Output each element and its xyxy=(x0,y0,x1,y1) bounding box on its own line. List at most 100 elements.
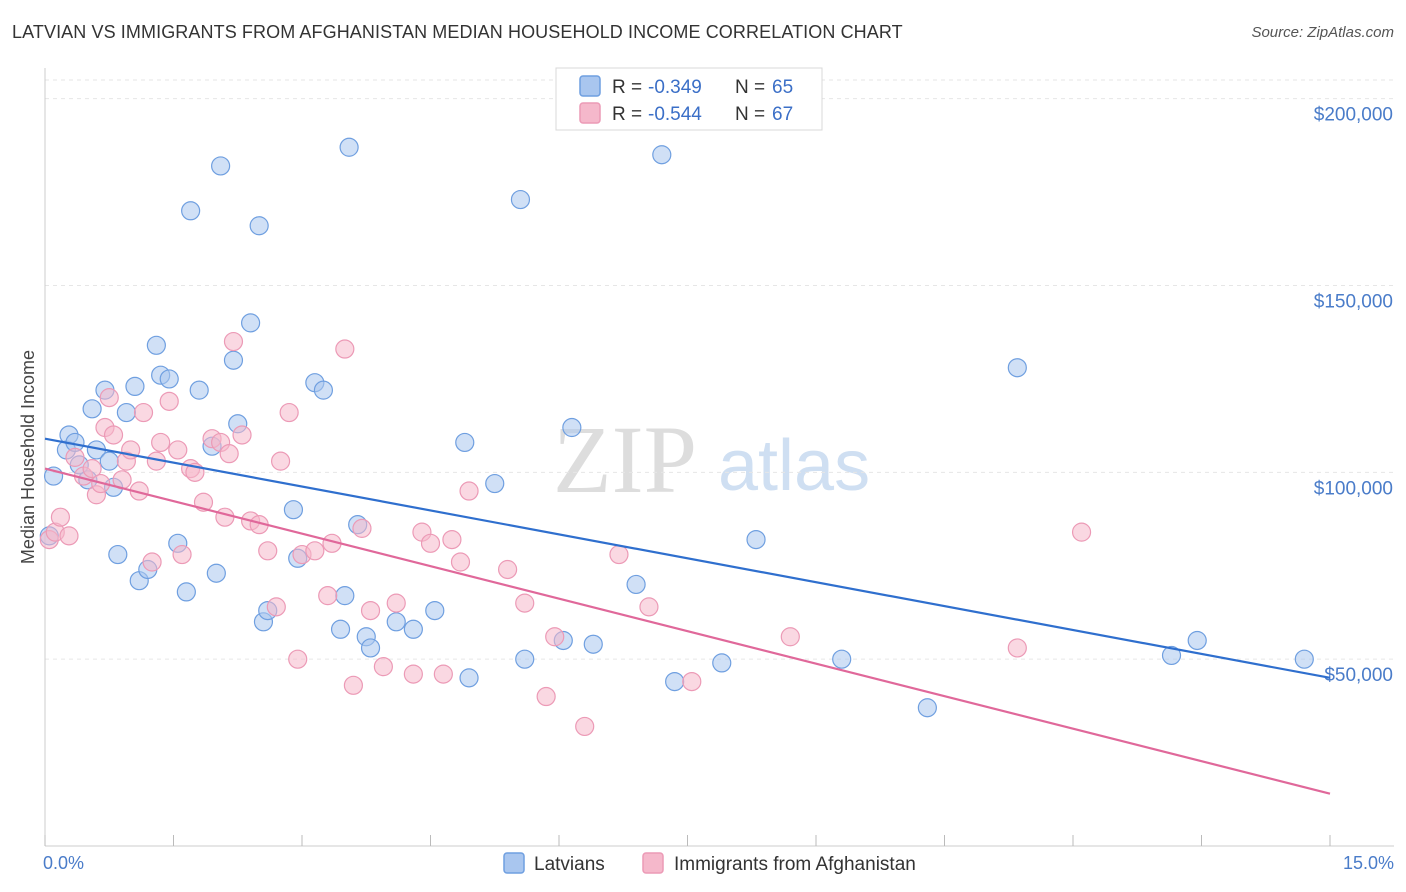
data-point xyxy=(116,402,136,423)
legend-n-value-latvians: 65 xyxy=(772,77,793,98)
data-point xyxy=(279,402,299,423)
data-point xyxy=(305,541,325,561)
watermark-atlas: atlas xyxy=(718,426,870,506)
data-point xyxy=(360,638,381,658)
y-tick-label: $50,000 xyxy=(1324,665,1393,686)
data-point xyxy=(459,668,479,688)
data-point xyxy=(223,331,244,352)
data-point xyxy=(746,529,766,550)
data-point xyxy=(433,664,453,684)
data-point xyxy=(1007,358,1027,378)
data-point xyxy=(99,388,119,408)
data-point xyxy=(780,627,800,647)
data-point xyxy=(420,533,441,553)
x-ticks xyxy=(44,835,1331,846)
y-tick-label: $200,000 xyxy=(1314,105,1393,126)
data-point xyxy=(108,544,128,565)
data-point xyxy=(330,619,351,639)
data-point xyxy=(1294,649,1314,669)
series-afghanistan-points xyxy=(39,331,1092,737)
trend-line xyxy=(44,467,1331,795)
data-point xyxy=(258,541,278,561)
data-point xyxy=(832,649,852,669)
data-point xyxy=(652,145,672,165)
x-tick-label-min: 0.0% xyxy=(43,853,84,873)
data-point xyxy=(82,459,102,479)
data-point xyxy=(403,619,423,639)
data-point xyxy=(283,500,304,520)
legend-n-value-afghanistan: 67 xyxy=(772,104,793,125)
y-tick-label: $100,000 xyxy=(1314,478,1393,499)
data-point xyxy=(545,627,565,647)
data-point xyxy=(682,671,702,692)
bottom-legend-label-afghanistan: Immigrants from Afghanistan xyxy=(674,854,916,875)
x-tick-label-max: 15.0% xyxy=(1343,853,1394,873)
data-point xyxy=(609,544,629,565)
data-point xyxy=(455,432,475,453)
data-point xyxy=(562,417,582,438)
gridlines xyxy=(45,79,1394,660)
data-point xyxy=(223,350,244,370)
data-point xyxy=(425,600,445,621)
data-point xyxy=(189,380,209,400)
legend-n-label-afghanistan: N = xyxy=(735,104,765,125)
source-label: Source: ZipAtlas.com xyxy=(1251,24,1394,41)
data-point xyxy=(1187,630,1207,651)
data-point xyxy=(485,473,505,494)
data-point xyxy=(215,507,235,527)
data-point xyxy=(515,649,535,669)
data-point xyxy=(181,201,201,221)
data-point xyxy=(639,597,659,617)
data-point xyxy=(335,339,355,359)
chart-title: LATVIAN VS IMMIGRANTS FROM AFGHANISTAN M… xyxy=(12,22,903,42)
data-point xyxy=(232,425,252,445)
data-point xyxy=(142,552,162,572)
data-point xyxy=(450,552,471,572)
data-point xyxy=(249,216,269,236)
data-point xyxy=(59,526,79,546)
data-point xyxy=(459,481,479,501)
data-point xyxy=(270,451,291,471)
data-point xyxy=(125,376,145,396)
legend-r-label-afghanistan: R = xyxy=(612,104,642,125)
data-point xyxy=(335,586,355,606)
data-point xyxy=(168,440,188,460)
data-point xyxy=(146,335,166,355)
data-point xyxy=(360,600,381,621)
data-point xyxy=(211,156,231,176)
data-point xyxy=(510,189,531,210)
data-point xyxy=(917,698,937,718)
data-point xyxy=(313,380,334,400)
legend-swatch-latvians xyxy=(579,75,601,97)
data-point xyxy=(288,649,308,669)
watermark: ZIP atlas xyxy=(553,406,870,513)
data-point xyxy=(343,675,363,695)
data-point xyxy=(1071,522,1092,542)
data-point xyxy=(82,399,102,419)
legend-n-label-latvians: N = xyxy=(735,77,765,98)
data-point xyxy=(65,447,85,467)
bottom-legend-label-latvians: Latvians xyxy=(534,854,605,875)
data-point xyxy=(352,518,372,538)
data-point xyxy=(386,593,406,613)
y-tick-label: $150,000 xyxy=(1314,292,1393,313)
legend-r-value-afghanistan: -0.544 xyxy=(648,104,702,125)
trend-lines xyxy=(44,437,1331,795)
data-point xyxy=(266,597,286,617)
data-point xyxy=(172,544,192,565)
data-point xyxy=(1007,638,1027,658)
y-axis-label: Median Household Income xyxy=(18,350,38,564)
data-point xyxy=(386,612,406,632)
data-point xyxy=(133,402,154,423)
data-point xyxy=(219,444,239,464)
data-point xyxy=(241,313,261,333)
legend-swatch-afghanistan xyxy=(579,102,601,124)
data-point xyxy=(665,671,685,692)
data-point xyxy=(159,369,179,389)
data-point xyxy=(515,593,535,613)
data-point xyxy=(206,563,226,583)
y-tick-labels: $50,000 $100,000 $150,000 $200,000 xyxy=(1314,105,1393,686)
data-point xyxy=(176,582,196,602)
data-point xyxy=(373,657,393,677)
